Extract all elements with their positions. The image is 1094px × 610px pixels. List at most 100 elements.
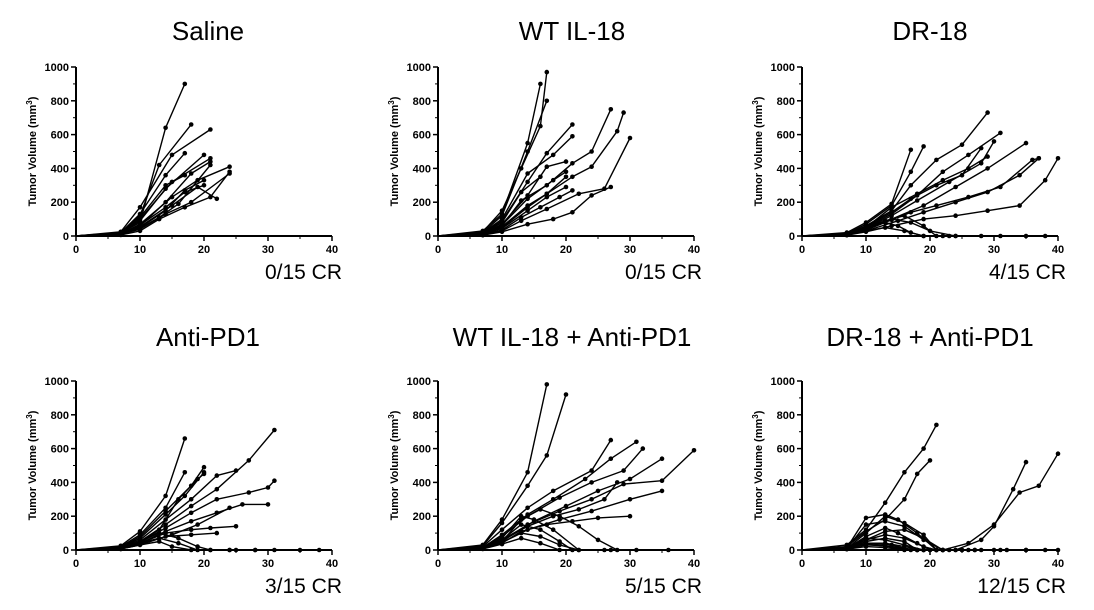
data-point	[557, 547, 562, 553]
data-point	[844, 546, 850, 551]
data-point	[525, 221, 530, 227]
data-point	[582, 476, 588, 482]
data-point	[518, 517, 524, 522]
y-tick-label: 800	[413, 410, 431, 422]
series-line	[437, 72, 548, 237]
data-point	[208, 547, 213, 553]
data-point	[921, 233, 926, 239]
data-point	[169, 152, 175, 158]
data-point	[914, 198, 920, 203]
data-point	[978, 537, 984, 543]
y-tick-label: 400	[413, 163, 431, 175]
y-tick-label: 1000	[771, 376, 795, 388]
data-point	[621, 110, 626, 115]
data-point	[863, 225, 869, 230]
data-point	[844, 232, 850, 237]
data-point	[902, 539, 907, 544]
y-tick-label: 0	[789, 231, 795, 243]
x-tick-label: 10	[496, 558, 508, 570]
x-tick-label: 20	[924, 558, 936, 570]
data-point	[978, 233, 984, 239]
data-point	[1023, 233, 1029, 239]
panel: WT IL-18 + Anti-PD1 0 200 400 600 800 1000 0 10 2…	[387, 322, 702, 598]
y-axis-label-close: )	[389, 410, 401, 414]
data-point	[227, 164, 232, 169]
data-point	[998, 184, 1003, 190]
data-point	[557, 539, 562, 544]
y-tick-label: 600	[413, 444, 431, 456]
data-point	[525, 208, 530, 213]
data-point	[902, 527, 907, 532]
y-axis-label-sup: 3	[25, 100, 34, 105]
data-point	[518, 189, 524, 195]
cr-annotation: 4/15 CR	[989, 261, 1066, 284]
data-point	[525, 470, 530, 475]
y-axis-label-text: Tumor Volume (mm	[27, 419, 39, 521]
series-line	[801, 149, 912, 237]
data-point	[538, 174, 543, 180]
data-point	[1017, 203, 1022, 208]
data-point	[163, 525, 168, 531]
data-point	[137, 226, 143, 231]
data-point	[589, 497, 594, 502]
data-point	[214, 497, 220, 502]
data-point	[902, 520, 907, 526]
data-point	[137, 215, 143, 220]
y-axis-label: Tumor Volume (mm3)	[25, 410, 39, 520]
data-point	[1042, 547, 1048, 553]
data-point	[1055, 156, 1061, 161]
data-point	[966, 540, 971, 546]
data-point	[959, 172, 965, 178]
data-point	[902, 535, 907, 541]
data-point	[921, 544, 926, 549]
data-point	[902, 470, 907, 475]
x-tick-label: 0	[435, 244, 441, 256]
data-point	[156, 539, 162, 544]
data-point	[863, 228, 869, 234]
data-point	[589, 149, 594, 154]
data-point	[156, 530, 162, 536]
data-point	[659, 456, 665, 462]
data-point	[666, 547, 671, 553]
data-point	[188, 532, 194, 538]
data-point	[195, 522, 200, 527]
series-line	[437, 449, 695, 551]
y-axis-label: Tumor Volume (mm3)	[387, 410, 401, 520]
cr-annotation: 12/15 CR	[977, 575, 1066, 598]
data-point	[163, 522, 168, 527]
data-point	[550, 527, 556, 532]
data-point	[118, 546, 124, 551]
data-point	[934, 157, 939, 163]
data-point	[991, 522, 997, 527]
data-point	[882, 532, 888, 538]
data-point	[985, 110, 990, 115]
data-point	[176, 540, 181, 546]
data-point	[156, 535, 162, 541]
data-point	[902, 497, 907, 502]
data-point	[921, 203, 926, 208]
data-point	[188, 171, 194, 176]
data-point	[966, 166, 971, 171]
y-axis-label-text: Tumor Volume (mm	[389, 419, 401, 521]
data-point	[538, 540, 543, 546]
data-point	[544, 382, 550, 387]
x-tick-label: 40	[688, 558, 700, 570]
data-point	[156, 527, 162, 532]
data-point	[1055, 547, 1061, 553]
data-point	[889, 216, 894, 222]
data-point	[921, 446, 926, 451]
y-tick-label: 400	[777, 163, 795, 175]
data-point	[882, 545, 888, 550]
data-point	[557, 517, 562, 522]
data-point	[208, 162, 213, 168]
data-point	[525, 179, 530, 185]
data-point	[182, 172, 188, 178]
data-point	[188, 199, 194, 205]
data-point	[934, 547, 939, 553]
series-line	[437, 186, 612, 237]
data-point	[163, 205, 168, 210]
data-point	[544, 194, 550, 200]
data-point	[137, 222, 143, 228]
data-point	[201, 177, 207, 183]
x-tick-label: 0	[435, 558, 441, 570]
